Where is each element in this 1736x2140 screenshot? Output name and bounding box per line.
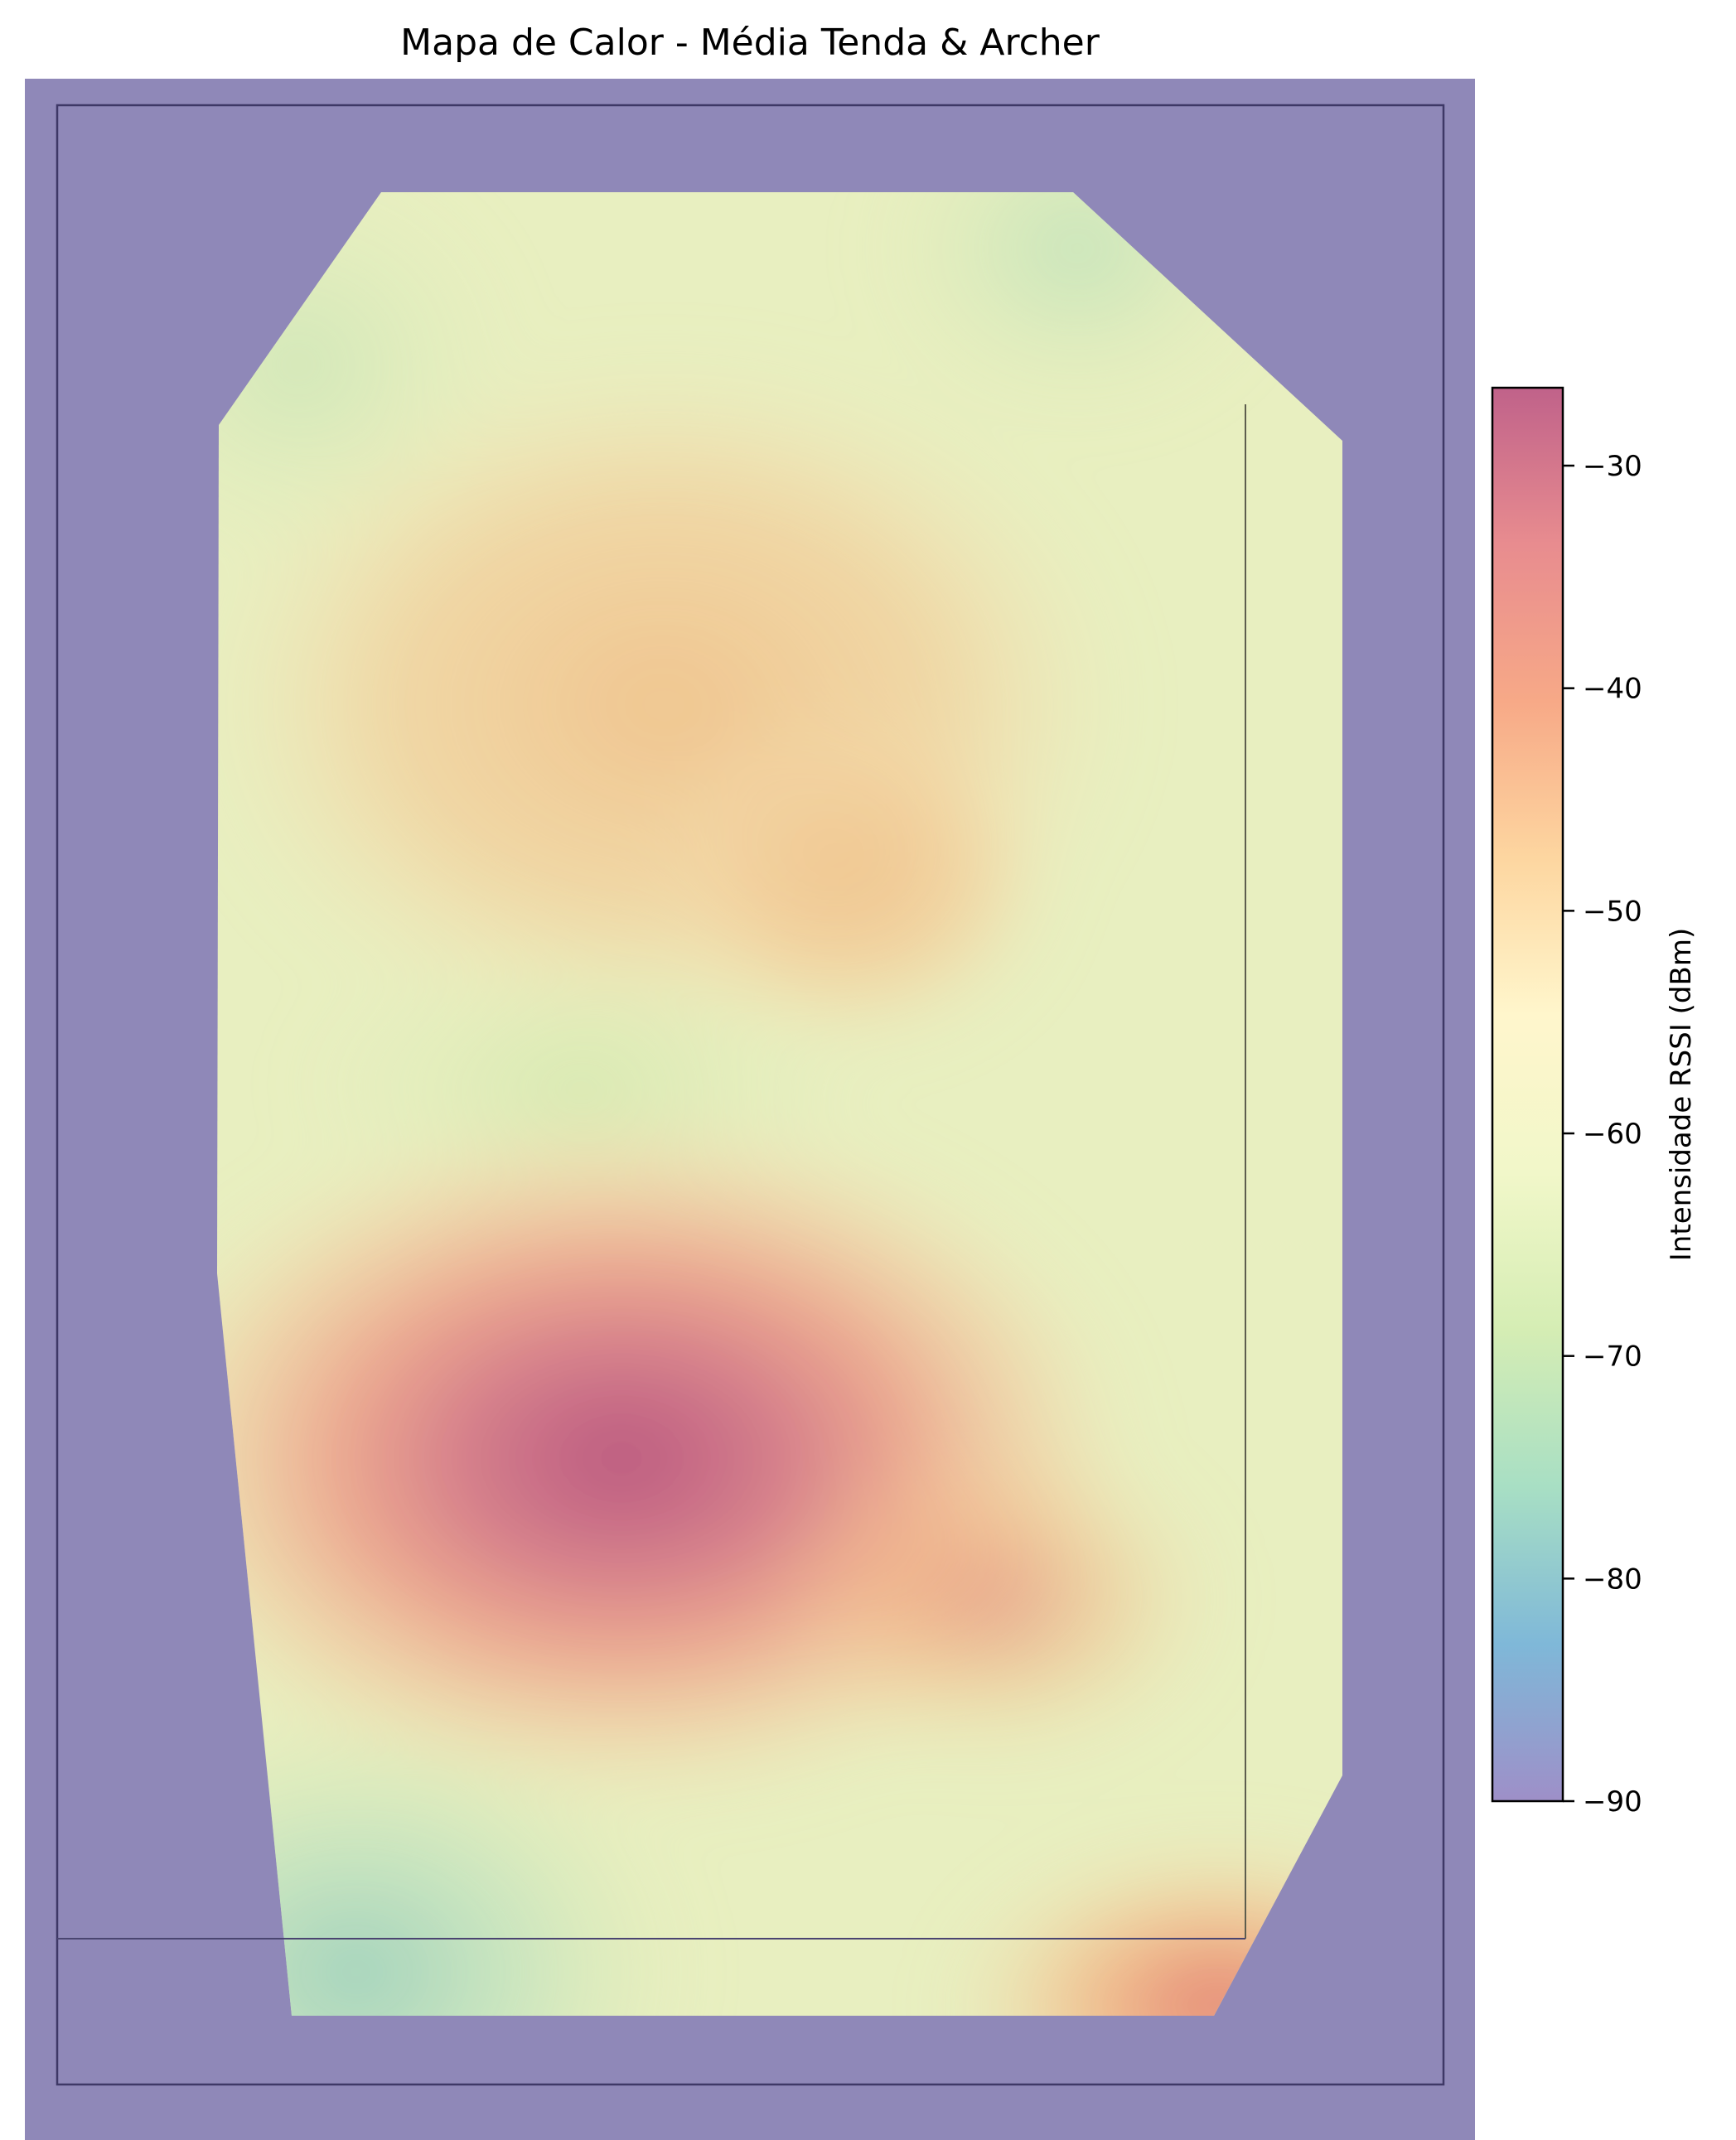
colorbar-tick-label: −40: [1583, 673, 1642, 706]
hotspot-bottom-left: [217, 1707, 688, 2016]
colorbar-tick-label: −80: [1583, 1563, 1642, 1596]
colorbar: −30 −40 −50 −60 −70 −80 −90 Intensidade RSSI (…: [1491, 386, 1698, 1819]
outer-frame: [56, 104, 1445, 2086]
heatmap-region: [217, 192, 1342, 2016]
colorbar-fill: [1491, 386, 1564, 1803]
chart-title: Mapa de Calor - Média Tenda & Archer: [400, 22, 1100, 64]
colorbar-label: Intensidade RSSI (dBm): [1665, 928, 1698, 1261]
colorbar-tick-label: −90: [1583, 1785, 1642, 1819]
colorbar-ticks: −30 −40 −50 −60 −70 −80 −90: [1563, 450, 1642, 1819]
hotspot-top-right: [878, 192, 1276, 414]
colorbar-tick-label: −70: [1583, 1341, 1642, 1374]
colorbar-tick-label: −60: [1583, 1118, 1642, 1151]
hotspot-bottom-right: [945, 1839, 1342, 2016]
colorbar-tick-label: −30: [1583, 450, 1642, 483]
hotspot-upper-tail: [655, 713, 1052, 1044]
colorbar-tick-label: −50: [1583, 895, 1642, 928]
hotspot-lower-tail: [762, 1433, 1226, 1765]
